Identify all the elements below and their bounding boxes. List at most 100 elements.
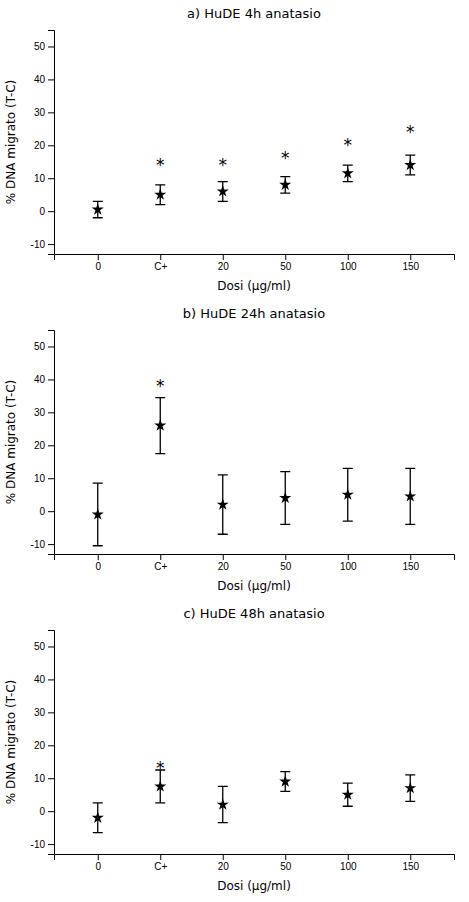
title: b) HuDE 24h anatasio <box>183 306 325 321</box>
marker <box>92 508 104 519</box>
x-label: Dosi (μg/ml) <box>217 579 291 593</box>
marker <box>404 159 416 170</box>
marker <box>342 488 354 499</box>
annotation: * <box>156 376 165 396</box>
tick-mark <box>48 445 54 446</box>
annotation: * <box>344 135 353 155</box>
tick-mark <box>48 745 54 746</box>
tick-mark <box>48 145 54 146</box>
tick: 0 <box>39 506 54 517</box>
tick-label: 0 <box>39 506 45 517</box>
tick: 40 <box>34 74 54 85</box>
tick: 50 <box>34 341 54 352</box>
marker <box>279 775 291 786</box>
tick-mark <box>160 554 161 560</box>
tick: 10 <box>34 173 54 184</box>
tick-label: -10 <box>31 839 46 850</box>
tick-label: 50 <box>34 41 46 52</box>
tick-label: 0 <box>95 861 101 872</box>
tick-mark <box>48 211 54 212</box>
tick: 20 <box>34 140 54 151</box>
y-label: % DNA migrato (T-C) <box>4 380 18 505</box>
tick-mark <box>98 554 99 560</box>
tick-mark <box>48 778 54 779</box>
tick: 150 <box>402 554 419 572</box>
annotation: * <box>281 148 290 168</box>
marker <box>342 788 354 799</box>
tick: 40 <box>34 674 54 685</box>
tick-label: 50 <box>280 861 292 872</box>
x-label: Dosi (μg/ml) <box>217 279 291 293</box>
marker <box>154 419 166 430</box>
tick: 0 <box>95 554 101 572</box>
tick-label: -10 <box>31 239 46 250</box>
panel: -10010203040500C+2050100150*c) HuDE 48h … <box>4 606 455 893</box>
figure: -10010203040500C+2050100150*****a) HuDE … <box>0 0 469 902</box>
tick-mark <box>223 254 224 260</box>
tick-label: 100 <box>340 561 357 572</box>
x-label: Dosi (μg/ml) <box>217 879 291 893</box>
tick-label: 10 <box>34 173 46 184</box>
tick: 30 <box>34 407 54 418</box>
tick-mark <box>410 254 411 260</box>
tick: 100 <box>340 854 357 872</box>
tick-label: 50 <box>280 561 292 572</box>
tick: 0 <box>95 254 101 272</box>
tick-mark <box>48 712 54 713</box>
tick-mark <box>48 811 54 812</box>
tick-label: 150 <box>402 561 419 572</box>
tick-label: 150 <box>402 861 419 872</box>
axis-line <box>48 31 55 255</box>
tick: 20 <box>34 740 54 751</box>
tick-label: 50 <box>34 341 46 352</box>
axis-line <box>55 555 455 561</box>
axis-line <box>55 855 455 861</box>
marker <box>279 178 291 189</box>
marker <box>92 203 104 214</box>
tick-mark <box>98 854 99 860</box>
x-axis: 0C+2050100150 <box>55 554 455 572</box>
tick-mark <box>48 112 54 113</box>
tick-label: 40 <box>34 674 46 685</box>
tick-mark <box>48 346 54 347</box>
tick: 100 <box>340 254 357 272</box>
tick-mark <box>348 554 349 560</box>
marker <box>217 498 229 509</box>
tick: -10 <box>31 539 54 550</box>
tick: 20 <box>218 554 230 572</box>
tick: 50 <box>34 641 54 652</box>
panel: -10010203040500C+2050100150*****a) HuDE … <box>4 6 455 293</box>
tick-label: 50 <box>280 261 292 272</box>
y-axis: -1001020304050 <box>31 631 55 855</box>
y-label: % DNA migrato (T-C) <box>4 80 18 205</box>
tick: 150 <box>402 254 419 272</box>
tick: 100 <box>340 554 357 572</box>
marks <box>92 398 417 546</box>
tick: -10 <box>31 839 54 850</box>
tick: C+ <box>154 854 167 872</box>
tick-mark <box>348 854 349 860</box>
tick: 150 <box>402 854 419 872</box>
marker <box>154 188 166 199</box>
tick-mark <box>98 254 99 260</box>
tick-label: 40 <box>34 374 46 385</box>
marker <box>92 811 104 822</box>
marker <box>342 167 354 178</box>
tick-mark <box>48 379 54 380</box>
tick-label: C+ <box>154 861 167 872</box>
axis-line <box>55 255 455 261</box>
marker <box>217 185 229 196</box>
tick-label: 10 <box>34 473 46 484</box>
tick: 50 <box>280 854 292 872</box>
tick-label: 100 <box>340 261 357 272</box>
tick-mark <box>48 79 54 80</box>
tick-label: 40 <box>34 74 46 85</box>
tick-mark <box>48 511 54 512</box>
x-axis: 0C+2050100150 <box>55 254 455 272</box>
tick-mark <box>48 244 54 245</box>
tick: -10 <box>31 239 54 250</box>
tick-mark <box>48 178 54 179</box>
tick-label: 0 <box>39 206 45 217</box>
x-axis: 0C+2050100150 <box>55 854 455 872</box>
tick: C+ <box>154 254 167 272</box>
